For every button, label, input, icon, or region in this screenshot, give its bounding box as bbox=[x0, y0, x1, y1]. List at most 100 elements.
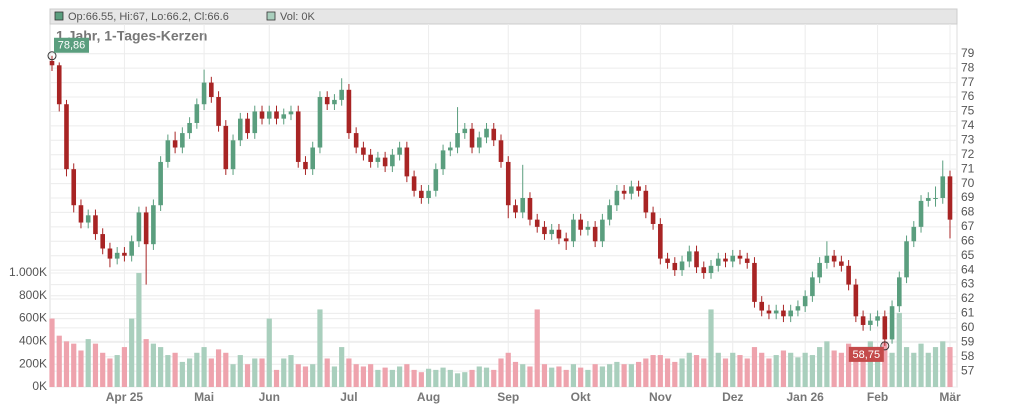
candle-body bbox=[882, 316, 888, 340]
candle-body bbox=[744, 258, 750, 263]
candle-body bbox=[469, 128, 475, 148]
candle-body bbox=[897, 277, 902, 307]
candle-body bbox=[860, 316, 866, 325]
volume-bar bbox=[85, 339, 91, 387]
volume-bar bbox=[831, 350, 837, 387]
candle-body bbox=[925, 198, 931, 201]
volume-bar bbox=[780, 350, 787, 387]
x-tick-label: Jul bbox=[340, 390, 357, 404]
volume-bar bbox=[896, 312, 902, 387]
y-tick-label: 70 bbox=[961, 176, 975, 190]
candle-body bbox=[824, 255, 830, 263]
y-tick-label: 72 bbox=[961, 147, 975, 161]
volume-bar bbox=[397, 366, 403, 387]
x-tick-label: Sep bbox=[497, 390, 519, 404]
candle-body bbox=[303, 161, 308, 170]
volume-bar bbox=[701, 358, 707, 387]
volume-bar bbox=[310, 364, 316, 387]
volume-bar bbox=[230, 364, 236, 387]
volume-bar bbox=[389, 369, 395, 387]
volume-bar bbox=[165, 355, 171, 387]
candle-body bbox=[817, 262, 822, 278]
volume-bar bbox=[302, 366, 309, 387]
volume-bar bbox=[339, 347, 345, 387]
volume-bar bbox=[802, 352, 808, 387]
candle-body bbox=[549, 229, 554, 235]
volume-bar bbox=[244, 364, 251, 387]
candle-body bbox=[578, 219, 583, 230]
y-tick-label: 66 bbox=[961, 233, 975, 247]
candle-body bbox=[766, 310, 772, 314]
volume-bar bbox=[295, 364, 301, 387]
volume-bar bbox=[150, 343, 156, 387]
candle-body bbox=[520, 198, 526, 213]
volume-bar bbox=[643, 358, 649, 387]
volume-bar bbox=[143, 339, 149, 387]
annotation-box bbox=[54, 37, 89, 53]
volume-bar bbox=[563, 369, 569, 387]
candle-body bbox=[875, 316, 880, 321]
volume-bar bbox=[578, 367, 584, 387]
y-tick-label: 76 bbox=[961, 89, 975, 103]
candle-body bbox=[737, 255, 743, 259]
volume-bar bbox=[773, 355, 779, 387]
volume-bar bbox=[505, 352, 511, 387]
volume-bar bbox=[512, 361, 519, 387]
volume-bar bbox=[809, 355, 816, 387]
candle-body bbox=[911, 226, 917, 242]
volume-bar bbox=[621, 364, 627, 387]
candle-body bbox=[918, 200, 924, 227]
candle-body bbox=[853, 284, 859, 317]
volume-bar bbox=[911, 352, 917, 387]
volume-bar bbox=[628, 364, 634, 387]
volume-bar bbox=[121, 347, 128, 387]
volume-bar bbox=[281, 358, 287, 387]
volume-bar bbox=[751, 347, 758, 387]
volume-bar bbox=[715, 352, 721, 387]
volume-bar bbox=[49, 318, 55, 387]
volume-bar bbox=[693, 355, 700, 387]
candle-body bbox=[933, 198, 938, 200]
volume-tick-label: 400K bbox=[19, 334, 47, 348]
volume-tick-label: 600K bbox=[19, 311, 47, 325]
candle-body bbox=[295, 111, 301, 162]
subtitle: 1 Jahr, 1-Tages-Kerzen bbox=[56, 28, 207, 44]
volume-bar bbox=[78, 350, 84, 387]
candle-body bbox=[397, 147, 402, 155]
volume-bar bbox=[520, 364, 526, 387]
volume-bar bbox=[932, 347, 939, 387]
volume-bar bbox=[252, 358, 258, 387]
candle-body bbox=[448, 147, 453, 151]
candle-body bbox=[100, 234, 105, 249]
legend-swatch bbox=[266, 11, 276, 21]
volume-bar bbox=[179, 361, 185, 387]
candle-body bbox=[556, 229, 562, 239]
candle-body bbox=[151, 205, 156, 245]
candle-body bbox=[353, 133, 359, 148]
candle-body bbox=[382, 157, 388, 167]
candle-body bbox=[361, 147, 366, 155]
volume-bar bbox=[469, 369, 475, 387]
y-tick-label: 65 bbox=[961, 248, 975, 262]
candle-body bbox=[310, 147, 316, 170]
annotation-marker bbox=[47, 51, 57, 61]
volume-bar bbox=[368, 364, 374, 387]
candle-body bbox=[426, 190, 431, 199]
volume-bar bbox=[237, 355, 243, 387]
candle-body bbox=[600, 219, 605, 242]
volume-bar bbox=[730, 352, 736, 387]
candle-body bbox=[274, 111, 279, 119]
volume-bar bbox=[607, 364, 613, 387]
volume-bar bbox=[498, 358, 504, 387]
y-tick-label: 62 bbox=[961, 291, 975, 305]
candle-body bbox=[346, 89, 352, 134]
candle-body bbox=[672, 262, 678, 271]
volume-tick-label: 0K bbox=[32, 379, 47, 393]
volume-bar bbox=[657, 355, 663, 387]
volume-bar bbox=[288, 355, 294, 387]
candle-body bbox=[940, 176, 946, 199]
volume-bar bbox=[317, 309, 323, 387]
candle-body bbox=[404, 147, 410, 177]
y-tick-label: 68 bbox=[961, 205, 975, 219]
volume-bar bbox=[107, 358, 113, 387]
